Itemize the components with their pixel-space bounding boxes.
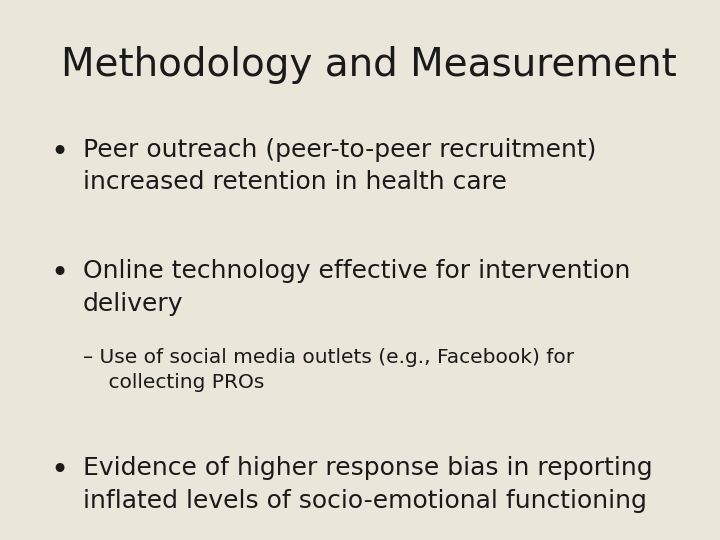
Text: •: • — [50, 259, 68, 288]
Text: Online technology effective for intervention
delivery: Online technology effective for interven… — [83, 259, 630, 316]
Text: – Use of social media outlets (e.g., Facebook) for
    collecting PROs: – Use of social media outlets (e.g., Fac… — [83, 348, 574, 392]
Text: Methodology and Measurement: Methodology and Measurement — [61, 46, 677, 84]
Text: Peer outreach (peer-to-peer recruitment)
increased retention in health care: Peer outreach (peer-to-peer recruitment)… — [83, 138, 596, 194]
Text: Evidence of higher response bias in reporting
inflated levels of socio-emotional: Evidence of higher response bias in repo… — [83, 456, 652, 513]
Text: •: • — [50, 456, 68, 485]
Text: •: • — [50, 138, 68, 167]
